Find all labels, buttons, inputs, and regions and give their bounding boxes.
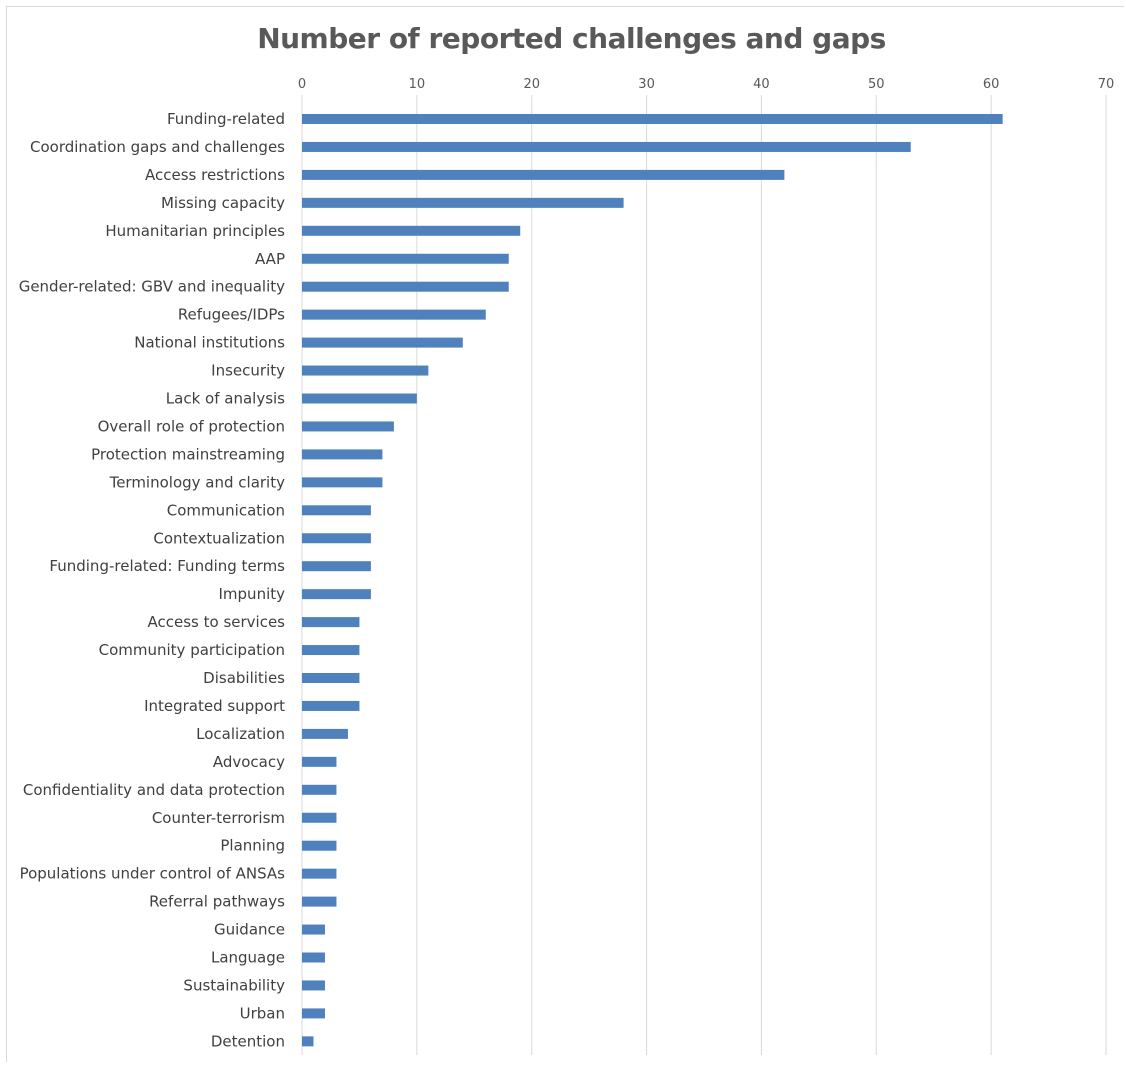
x-tick-label: 50 (868, 77, 885, 92)
category-label: Overall role of protection (98, 417, 285, 435)
category-label: Protection mainstreaming (91, 445, 285, 463)
category-label: Advocacy (213, 753, 285, 771)
bar (302, 477, 383, 488)
category-label: Access to services (148, 613, 286, 631)
category-label: Localization (196, 725, 285, 743)
bar (302, 952, 325, 963)
bar (302, 673, 360, 683)
bar (302, 505, 371, 516)
x-axis-tick-labels: 0 10 20 30 40 50 60 70 (298, 77, 1114, 92)
category-label: Gender-related: GBV and inequality (19, 278, 285, 296)
bar (302, 1036, 314, 1047)
category-label: Communication (167, 501, 285, 519)
x-tick-label: 40 (753, 77, 770, 92)
bar (302, 197, 624, 208)
bar (302, 253, 509, 264)
x-tick-label: 0 (298, 77, 306, 92)
category-label: Contextualization (153, 529, 285, 547)
category-label: Insecurity (211, 362, 285, 380)
category-label: Detention (211, 1032, 285, 1050)
x-tick-label: 70 (1098, 77, 1115, 92)
bar (302, 141, 911, 152)
gridlines (301, 95, 1107, 1055)
category-label: Integrated support (144, 697, 285, 715)
category-label: Funding-related: Funding terms (49, 557, 285, 575)
bar (302, 645, 360, 656)
x-tick-label: 10 (409, 77, 426, 92)
bar (302, 924, 325, 935)
bar (302, 728, 348, 739)
bar (302, 589, 371, 600)
bar (302, 868, 337, 879)
category-labels: Funding-related Coordination gaps and cha… (19, 110, 285, 1050)
category-label: Missing capacity (161, 194, 285, 212)
bar (302, 840, 337, 851)
category-label: Funding-related (167, 110, 285, 128)
bar (302, 169, 785, 180)
chart-frame (6, 6, 1124, 1062)
bar (302, 281, 509, 292)
category-label: Community participation (99, 641, 285, 659)
x-tick-label: 60 (983, 77, 1000, 92)
category-label: AAP (255, 250, 285, 268)
category-label: Impunity (219, 585, 286, 603)
bar (302, 421, 394, 432)
category-label: Coordination gaps and challenges (30, 138, 285, 156)
bar (302, 812, 337, 823)
bar (302, 533, 371, 544)
category-label: Confidentiality and data protection (23, 781, 285, 799)
category-label: Guidance (214, 921, 285, 939)
category-label: Access restrictions (145, 166, 285, 184)
bar (302, 561, 371, 572)
bar (302, 449, 383, 460)
category-label: Disabilities (203, 669, 285, 687)
category-label: Populations under control of ANSAs (20, 865, 286, 883)
category-label: Sustainability (183, 976, 285, 994)
chart-title: Number of reported challenges and gaps (257, 22, 886, 55)
category-label: Humanitarian principles (105, 222, 285, 240)
bar (302, 980, 325, 991)
bar (302, 756, 337, 767)
category-label: Counter-terrorism (152, 809, 285, 827)
category-label: Urban (240, 1004, 285, 1022)
bar (302, 393, 417, 404)
bar (302, 114, 1003, 124)
category-label: Refugees/IDPs (178, 306, 285, 324)
bars (302, 114, 1003, 1047)
bar (302, 896, 337, 907)
bar (302, 365, 429, 376)
bar (302, 700, 360, 711)
bar (302, 309, 486, 320)
category-label: Planning (220, 837, 285, 855)
bar (302, 617, 360, 628)
category-label: Terminology and clarity (109, 473, 286, 491)
category-label: Language (211, 949, 285, 967)
bar (302, 784, 337, 795)
bar (302, 1008, 325, 1019)
x-tick-label: 20 (523, 77, 540, 92)
category-label: Lack of analysis (166, 390, 285, 408)
x-tick-label: 30 (638, 77, 655, 92)
category-label: Referral pathways (149, 893, 285, 911)
bar (302, 225, 521, 236)
bar (302, 337, 463, 348)
category-label: National institutions (134, 334, 285, 352)
